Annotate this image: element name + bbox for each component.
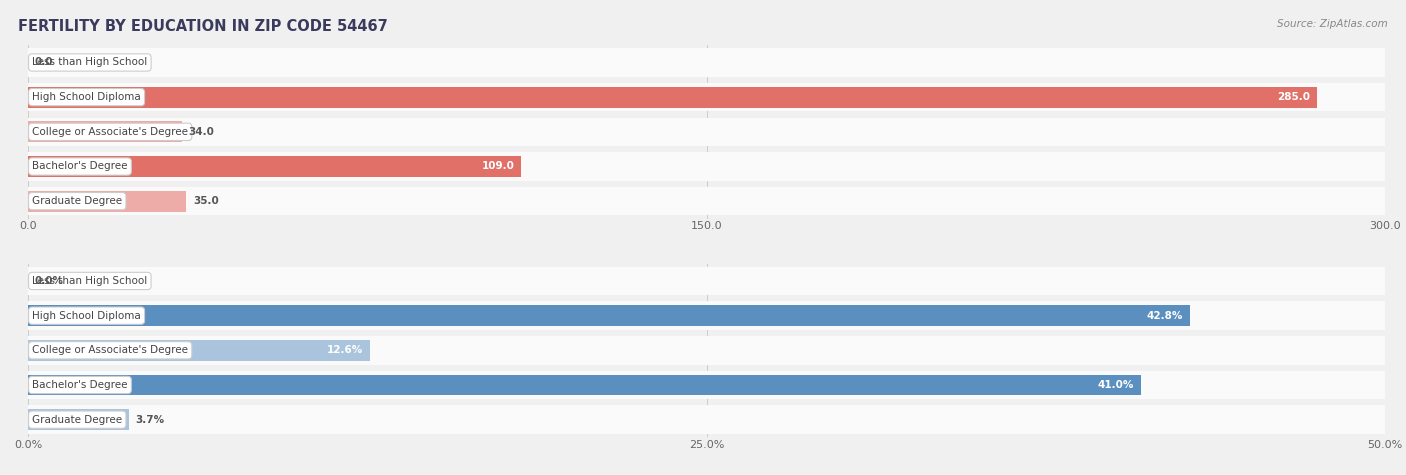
Bar [28, 371, 1385, 399]
Text: Bachelor's Degree: Bachelor's Degree [32, 162, 128, 171]
Bar [28, 118, 1385, 146]
Text: College or Associate's Degree: College or Associate's Degree [32, 127, 188, 137]
Text: 35.0: 35.0 [193, 196, 219, 206]
Bar [28, 340, 370, 361]
Bar [28, 122, 181, 142]
Bar [28, 336, 1385, 364]
Text: 0.0%: 0.0% [35, 276, 63, 286]
Text: 109.0: 109.0 [481, 162, 515, 171]
Bar [28, 156, 522, 177]
Bar [28, 375, 1140, 395]
Bar [28, 191, 187, 211]
Text: Source: ZipAtlas.com: Source: ZipAtlas.com [1277, 19, 1388, 29]
Text: 42.8%: 42.8% [1146, 311, 1182, 321]
Text: FERTILITY BY EDUCATION IN ZIP CODE 54467: FERTILITY BY EDUCATION IN ZIP CODE 54467 [18, 19, 388, 34]
Bar [28, 187, 1385, 215]
Bar [28, 409, 128, 430]
Text: Less than High School: Less than High School [32, 276, 148, 286]
Bar [28, 302, 1385, 330]
Bar [28, 83, 1385, 111]
Text: 3.7%: 3.7% [135, 415, 165, 425]
Bar [28, 406, 1385, 434]
Text: Less than High School: Less than High School [32, 57, 148, 67]
Text: College or Associate's Degree: College or Associate's Degree [32, 345, 188, 355]
Text: 12.6%: 12.6% [328, 345, 363, 355]
Text: High School Diploma: High School Diploma [32, 92, 141, 102]
Text: High School Diploma: High School Diploma [32, 311, 141, 321]
Bar [28, 305, 1189, 326]
Text: Graduate Degree: Graduate Degree [32, 415, 122, 425]
Bar [28, 48, 1385, 76]
Text: Bachelor's Degree: Bachelor's Degree [32, 380, 128, 390]
Bar [28, 267, 1385, 295]
Text: 41.0%: 41.0% [1098, 380, 1133, 390]
Bar [28, 87, 1317, 107]
Text: 0.0: 0.0 [35, 57, 53, 67]
Text: Graduate Degree: Graduate Degree [32, 196, 122, 206]
Text: 34.0: 34.0 [188, 127, 215, 137]
Text: 285.0: 285.0 [1277, 92, 1310, 102]
Bar [28, 152, 1385, 180]
